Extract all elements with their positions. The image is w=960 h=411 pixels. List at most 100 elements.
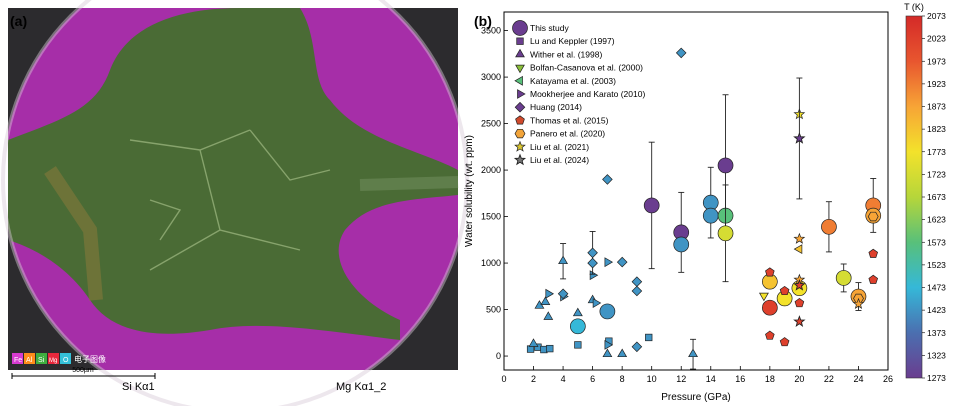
data-point [589, 270, 599, 281]
data-point [835, 270, 852, 286]
legend-label-o: O [63, 357, 69, 364]
legend-swatch-al [24, 353, 35, 364]
series-2 [528, 243, 699, 370]
colorbar-tick-label: 1873 [927, 102, 946, 112]
data-point [758, 292, 769, 302]
legend-label: Liu et al. (2021) [530, 142, 589, 152]
legend-label-fe: Fe [14, 357, 22, 364]
legend-marker [514, 101, 526, 113]
data-point [572, 307, 583, 317]
legend-label: Wither et al. (1998) [530, 49, 602, 59]
colorbar-title: T (K) [904, 2, 924, 12]
data-point [761, 299, 778, 316]
legend-caption: 电子图像 [74, 354, 106, 364]
y-tick-label: 0 [496, 351, 501, 361]
colorbar-tick-label: 1323 [927, 350, 946, 360]
data-point [602, 174, 613, 185]
data-point [852, 297, 865, 309]
data-point [794, 297, 805, 308]
data-point [765, 267, 775, 277]
data-point [543, 311, 554, 320]
colorbar-tick-label: 1573 [927, 237, 946, 247]
legend-marker [514, 128, 526, 139]
data-point [631, 341, 643, 353]
element-legend: Fe Al Si Mg O 电子图像 [12, 353, 106, 364]
data-point [569, 318, 586, 335]
eds-map-figure: (a) Fe Al Si Mg O 电子图像 500µm Si Kα1 Mg K… [1, 0, 469, 411]
legend-label-al: Al [26, 357, 33, 364]
data-point [604, 339, 614, 350]
solubility-chart-panel: (b) 0 2 4 6 8 10 12 14 16 18 20 22 24 26 0 500 1000 1500 2… [462, 0, 960, 406]
x-tick-label: 6 [590, 374, 595, 384]
x-tick-label: 14 [706, 374, 716, 384]
x-tick-label: 20 [794, 374, 804, 384]
x-tick-label: 10 [647, 374, 657, 384]
eds-map-panel: (a) Fe Al Si Mg O 电子图像 500µm Si Kα1 Mg K… [0, 0, 470, 411]
y-tick-label: 1000 [481, 258, 501, 268]
data-point [645, 333, 653, 342]
data-point [540, 296, 551, 305]
data-point [702, 207, 719, 224]
legend-swatch-o [60, 353, 71, 364]
colorbar-tick-label: 1973 [927, 56, 946, 66]
data-point [793, 132, 806, 144]
legend-label: Katayama et al. (2003) [530, 76, 616, 86]
map-label-si: Si Kα1 [122, 381, 155, 393]
x-tick-label: 24 [853, 374, 863, 384]
panel-b-label: (b) [474, 13, 492, 29]
data-point [558, 255, 569, 265]
chart-legend: This study Lu and Keppler (1997) Wither et… [512, 20, 645, 166]
data-point [779, 285, 790, 296]
temperature-colorbar: T (K) 1273 1323 1373 1423 1473 1523 1573 1623 167… [904, 2, 946, 383]
colorbar-tick-label: 1923 [927, 79, 946, 89]
data-point [546, 344, 554, 353]
legend-marker [515, 48, 525, 58]
data-point [616, 256, 628, 268]
map-grain-boundaries [129, 129, 331, 271]
map-vein [359, 176, 459, 191]
colorbar-tick-label: 1473 [927, 283, 946, 293]
colorbar-tick-label: 2073 [927, 11, 946, 21]
axis-ticks: 0 2 4 6 8 10 12 14 16 18 20 22 24 2605001000150020002… [481, 26, 893, 384]
y-tick-label: 3500 [481, 26, 501, 36]
data-point [821, 218, 837, 235]
series-7 [765, 248, 879, 347]
y-axis-label: Water solubility (wt. ppm) [464, 135, 475, 247]
legend-label: This study [530, 23, 569, 33]
colorbar-tick-label: 1823 [927, 124, 946, 134]
legend-swatch-fe [12, 353, 23, 364]
scale-bar-label: 500µm [72, 367, 94, 374]
data-point [599, 303, 616, 320]
data-point [793, 232, 806, 244]
map-sample-rim [1, 0, 469, 411]
data-point [717, 157, 734, 174]
colorbar-tick-label: 1773 [927, 147, 946, 157]
data-point [675, 47, 687, 59]
plot-area [503, 11, 889, 371]
data-point [673, 236, 690, 253]
legend-marker [517, 89, 526, 99]
legend-marker [515, 115, 525, 125]
colorbar-tick-label: 1273 [927, 373, 946, 383]
y-tick-label: 500 [486, 305, 501, 315]
data-point [528, 338, 539, 347]
legend-label-si: Si [38, 357, 45, 364]
legend-marker [514, 75, 523, 86]
series-5 [545, 257, 614, 350]
x-tick-label: 26 [883, 374, 893, 384]
legend-label: Lu and Keppler (1997) [530, 36, 615, 46]
colorbar-tick-label: 1723 [927, 169, 946, 179]
series-6 [557, 47, 687, 353]
colorbar-tick-label: 1423 [927, 305, 946, 315]
data-point [602, 348, 613, 358]
map-label-mg: Mg Kα1_2 [336, 381, 386, 393]
data-point [617, 348, 628, 358]
data-point [793, 278, 806, 291]
data-point [631, 276, 643, 287]
data-point [688, 348, 699, 358]
x-tick-label: 22 [824, 374, 834, 384]
x-tick-label: 2 [531, 374, 536, 384]
data-point [717, 225, 734, 242]
y-tick-label: 1500 [481, 212, 501, 222]
data-point [587, 257, 598, 269]
